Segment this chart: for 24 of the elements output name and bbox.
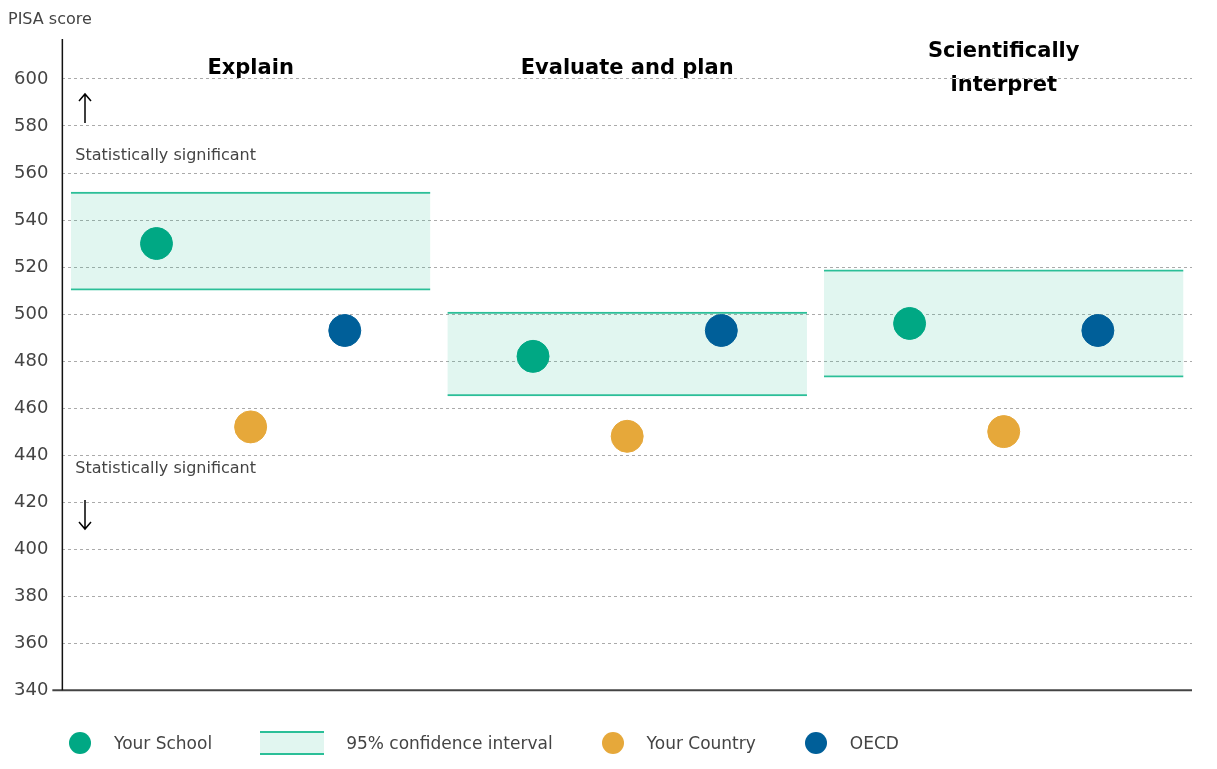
y-tick-label: 580 [14, 113, 49, 135]
y-tick-label: 600 [14, 66, 49, 88]
y-tick-label: 380 [14, 583, 49, 605]
y-tick-label: 360 [14, 630, 49, 652]
y-tick-label: 560 [14, 160, 49, 182]
annotation: Statistically significant [75, 457, 257, 477]
annotation: Statistically significant [75, 145, 257, 165]
legend-label: OECD [849, 733, 899, 753]
y-tick-label: 500 [14, 301, 49, 323]
y-tick-label: 520 [14, 254, 49, 276]
x-tick-label: Explain [207, 55, 294, 80]
x-tick-label: Evaluate and plan [520, 55, 734, 80]
y-tick-label: 540 [14, 207, 49, 229]
y-tick-label: 480 [14, 348, 49, 370]
legend-label: 95% confidence interval [346, 733, 553, 753]
y-axis-title: PISA score [8, 9, 92, 29]
y-tick-label: 420 [14, 489, 49, 511]
y-tick-label: 440 [14, 442, 49, 464]
legend-label: Your Country [646, 733, 756, 753]
y-tick-label: 340 [14, 677, 49, 699]
legend-label: Your School [114, 733, 213, 753]
y-tick-label: 460 [14, 395, 49, 417]
x-tick-label: Scientifically interpret [927, 38, 1080, 97]
y-tick-label: 400 [14, 536, 49, 558]
